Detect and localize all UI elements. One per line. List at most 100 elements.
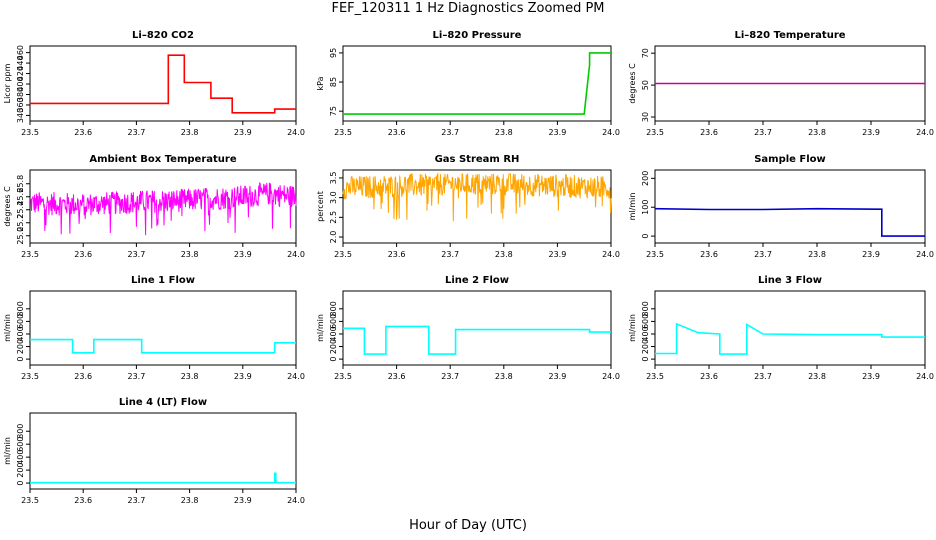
panel-title: Li–820 Pressure	[433, 30, 522, 41]
x-tick-label: 23.9	[234, 250, 252, 259]
y-tick-label: 95	[329, 48, 338, 58]
panel-title: Sample Flow	[754, 154, 826, 165]
x-tick-label: 23.8	[808, 372, 826, 381]
y-tick-label: 800	[16, 301, 25, 316]
x-tick-label: 23.6	[74, 372, 92, 381]
plot-frame	[342, 45, 612, 122]
y-tick-label: 0	[641, 357, 650, 362]
y-tick-label: 420	[16, 66, 25, 81]
y-axis-label: ml/min	[3, 437, 12, 465]
x-tick-label: 23.7	[127, 128, 145, 137]
x-tick-label: 23.8	[495, 250, 513, 259]
y-tick-label: 25.0	[16, 227, 25, 245]
panel-title: Gas Stream RH	[435, 154, 520, 165]
y-tick-label: 2.0	[329, 231, 338, 244]
panel-title: Li–820 Temperature	[734, 30, 845, 41]
y-tick-label: 25.4	[16, 201, 25, 219]
y-tick-label: 200	[329, 339, 338, 354]
y-tick-label: 600	[329, 314, 338, 329]
plot-frame	[29, 290, 297, 366]
plot-frame	[654, 290, 926, 366]
x-tick-label: 23.9	[862, 372, 880, 381]
y-tick-label: 100	[641, 200, 650, 215]
x-tick-label: 23.6	[700, 372, 718, 381]
x-tick-label: 24.0	[287, 128, 305, 137]
y-tick-label: 400	[16, 76, 25, 91]
y-axis-label: ml/min	[316, 314, 325, 342]
x-tick-label: 23.7	[754, 372, 772, 381]
plot-frame	[29, 45, 297, 122]
y-tick-label: 3.5	[329, 172, 338, 185]
x-tick-label: 23.9	[548, 250, 566, 259]
x-tick-label: 23.5	[646, 128, 664, 137]
x-tick-label: 23.9	[548, 128, 566, 137]
y-tick-label: 25.6	[16, 188, 25, 206]
x-tick-label: 23.5	[21, 250, 39, 259]
x-tick-label: 23.7	[441, 250, 459, 259]
panel-title: Line 1 Flow	[131, 275, 195, 286]
panel-3: Li–820 Temperature degrees C 23.5 23.6 23.7 2…	[628, 30, 934, 137]
y-tick-label: 25.8	[16, 175, 25, 193]
y-axis-label: degrees C	[3, 186, 12, 227]
y-tick-label: 340	[16, 108, 25, 123]
y-tick-label: 600	[16, 314, 25, 329]
x-tick-label: 23.7	[127, 496, 145, 505]
y-tick-label: 2.5	[329, 211, 338, 224]
x-tick-label: 23.7	[754, 128, 772, 137]
x-tick-label: 23.6	[700, 250, 718, 259]
panel-title: Line 4 (LT) Flow	[119, 397, 207, 408]
x-tick-label: 23.7	[441, 128, 459, 137]
panel-title: Line 2 Flow	[445, 275, 509, 286]
series-line	[342, 172, 612, 222]
panel-title: Line 3 Flow	[758, 275, 822, 286]
x-tick-label: 23.6	[388, 372, 406, 381]
y-tick-label: 400	[16, 326, 25, 341]
y-tick-label: 600	[641, 314, 650, 329]
series-line	[29, 181, 297, 236]
series-line	[655, 322, 925, 355]
figure-title: FEF_120311 1 Hz Diagnostics Zoomed PM	[331, 1, 605, 16]
panel-10: Line 4 (LT) Flow ml/min 23.5 23.6 23.7 23.8 23…	[3, 397, 305, 505]
x-tick-label: 23.6	[388, 250, 406, 259]
x-tick-label: 23.6	[74, 250, 92, 259]
x-tick-label: 24.0	[602, 250, 620, 259]
y-tick-label: 400	[329, 326, 338, 341]
x-tick-label: 23.5	[334, 128, 352, 137]
y-tick-label: 50	[641, 80, 650, 90]
y-axis-label: degrees C	[628, 63, 637, 104]
x-tick-label: 23.9	[234, 372, 252, 381]
x-tick-label: 23.9	[234, 496, 252, 505]
series-line	[30, 54, 296, 114]
x-tick-label: 23.5	[646, 372, 664, 381]
x-tick-label: 23.7	[754, 250, 772, 259]
y-tick-label: 440	[16, 55, 25, 70]
x-tick-label: 23.8	[181, 496, 199, 505]
series-line	[30, 338, 296, 354]
x-tick-label: 23.8	[181, 128, 199, 137]
y-axis-label: percent	[316, 191, 325, 222]
x-tick-label: 23.9	[234, 128, 252, 137]
panel-5: Gas Stream RH percent 23.5 23.6 23.7 23.8 23.9…	[316, 154, 620, 259]
y-tick-label: 30	[641, 112, 650, 122]
x-tick-label: 23.6	[74, 496, 92, 505]
y-tick-label: 25.2	[16, 214, 25, 232]
x-tick-label: 23.5	[21, 128, 39, 137]
x-tick-label: 23.8	[495, 372, 513, 381]
x-tick-label: 23.5	[21, 372, 39, 381]
x-tick-label: 24.0	[602, 372, 620, 381]
y-axis-label: Licor ppm	[3, 63, 12, 103]
x-tick-label: 24.0	[916, 128, 934, 137]
x-tick-label: 23.9	[548, 372, 566, 381]
x-tick-label: 24.0	[287, 250, 305, 259]
y-tick-label: 3.0	[329, 191, 338, 204]
y-tick-label: 200	[641, 171, 650, 186]
panel-title: Li–820 CO2	[132, 30, 194, 41]
x-tick-label: 23.8	[181, 250, 199, 259]
y-tick-label: 200	[641, 339, 650, 354]
y-tick-label: 0	[329, 357, 338, 362]
series-line	[343, 52, 611, 115]
panel-6: Sample Flow ml/min 23.5 23.6 23.7 23.8 23.9 24.…	[628, 154, 934, 259]
series-line	[343, 325, 611, 355]
y-axis-label: ml/min	[3, 314, 12, 342]
x-tick-label: 23.7	[441, 372, 459, 381]
